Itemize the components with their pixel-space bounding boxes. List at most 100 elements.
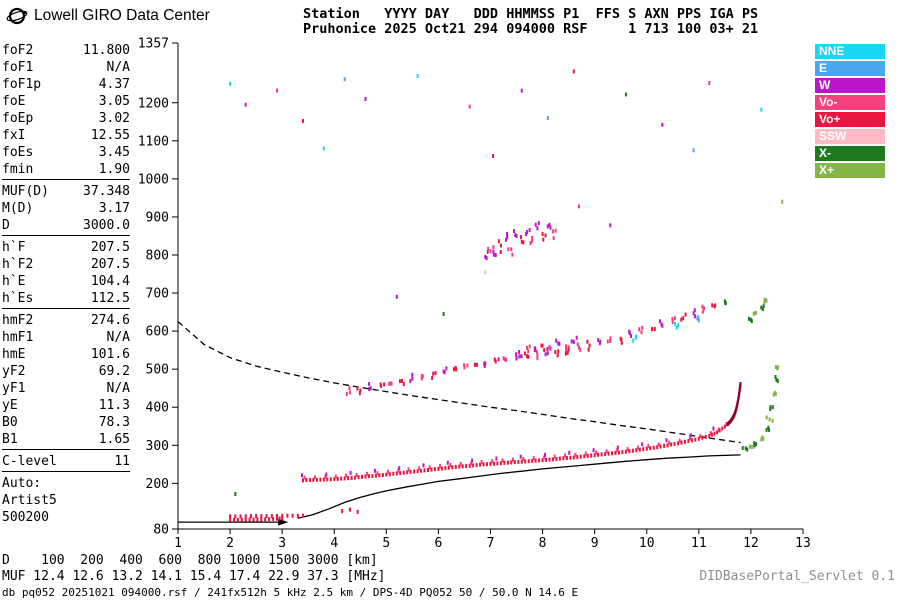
status-line: db pq052 20251021 094000.rsf / 241fx512h… <box>2 586 579 599</box>
legend-item-nne: NNE <box>815 44 885 59</box>
parameter-panel: foF2 11.800 foF1 N/A foF1p 4.37 foE 3.05 foEp 3.0… <box>2 42 130 526</box>
param-value: 78.3 <box>98 415 130 430</box>
param-value: 11.3 <box>98 398 130 413</box>
param-label: foF2 <box>2 43 34 58</box>
param-yf2: yF2 69.2 <box>2 363 130 380</box>
svg-text:400: 400 <box>146 401 169 416</box>
svg-text:10: 10 <box>639 536 655 551</box>
param-value: 3.02 <box>98 111 130 126</box>
param-fmin: fmin 1.90 <box>2 161 130 178</box>
legend-item-e: E <box>815 61 885 76</box>
parameter-group: C-level 11 <box>2 453 130 472</box>
param-value: 1.90 <box>98 162 130 177</box>
param-hes: h`Es 112.5 <box>2 290 130 307</box>
param-label: C-level <box>2 454 57 469</box>
param-value: 37.348 <box>83 184 130 199</box>
svg-text:7: 7 <box>487 536 495 551</box>
svg-text:80: 80 <box>153 523 169 538</box>
legend-item-vo: Vo- <box>815 95 885 110</box>
legend-item-vo: Vo+ <box>815 112 885 127</box>
autoscaler-info: Artist5 <box>2 493 57 508</box>
svg-text:11: 11 <box>691 536 707 551</box>
param-label: foEp <box>2 111 34 126</box>
param-value: 101.6 <box>90 347 130 362</box>
param-fof1p: foF1p 4.37 <box>2 76 130 93</box>
param-value: 1.65 <box>98 432 130 447</box>
param-clevel: C-level 11 <box>2 453 130 470</box>
svg-text:700: 700 <box>146 287 169 302</box>
svg-text:12: 12 <box>743 536 759 551</box>
station-header: Station YYYY DAY DDD HHMMSS P1 FFS S AXN… <box>303 7 758 36</box>
svg-text:300: 300 <box>146 439 169 454</box>
svg-text:6: 6 <box>435 536 443 551</box>
parameter-group: MUF(D) 37.348 M(D) 3.17 D 3000.0 <box>2 183 130 236</box>
param-value: 3.17 <box>98 201 130 216</box>
svg-text:500: 500 <box>146 363 169 378</box>
param-label: foF1 <box>2 60 34 75</box>
svg-text:13: 13 <box>795 536 811 551</box>
svg-text:1000: 1000 <box>138 172 169 187</box>
param-fof1: foF1 N/A <box>2 59 130 76</box>
param-label: h`E <box>2 274 26 289</box>
svg-text:4: 4 <box>330 536 338 551</box>
servlet-watermark: DIDBasePortal_Servlet 0.1 <box>699 569 895 584</box>
svg-text:1100: 1100 <box>138 134 169 149</box>
param-value: 11 <box>114 454 130 469</box>
param-value: N/A <box>106 381 130 396</box>
param-value: 112.5 <box>90 291 130 306</box>
param-value: N/A <box>106 60 130 75</box>
param-value: 104.4 <box>90 274 130 289</box>
header-values-line: Pruhonice 2025 Oct21 294 094000 RSF 1 71… <box>303 20 759 37</box>
param-value: 3.05 <box>98 94 130 109</box>
param-hf2: h`F2 207.5 <box>2 256 130 273</box>
direction-legend: NNE E W Vo- Vo+ SSW X- X+ <box>815 44 885 180</box>
autoscaler-info: 500200 <box>2 510 49 525</box>
svg-text:600: 600 <box>146 325 169 340</box>
legend-item-ssw: SSW <box>815 129 885 144</box>
param-label: hmE <box>2 347 26 362</box>
svg-text:200: 200 <box>146 477 169 492</box>
svg-text:900: 900 <box>146 210 169 225</box>
param-label: h`F2 <box>2 257 34 272</box>
param-label: D <box>2 218 10 233</box>
svg-text:1200: 1200 <box>138 96 169 111</box>
param-foes: foEs 3.45 <box>2 144 130 161</box>
svg-text:2: 2 <box>226 536 234 551</box>
logo-text: Lowell GIRO Data Center <box>34 7 210 24</box>
param-mufd: MUF(D) 37.348 <box>2 183 130 200</box>
param-hme: hmE 101.6 <box>2 346 130 363</box>
param-hf: h`F 207.5 <box>2 239 130 256</box>
giro-logo-icon <box>6 7 28 25</box>
param-value: 4.37 <box>98 77 130 92</box>
param-he: h`E 104.4 <box>2 273 130 290</box>
param-label: foEs <box>2 145 34 160</box>
param-foep: foEp 3.02 <box>2 110 130 127</box>
param-value: 207.5 <box>90 257 130 272</box>
header-columns-line: Station YYYY DAY DDD HHMMSS P1 FFS S AXN… <box>303 6 759 22</box>
param-label: B0 <box>2 415 18 430</box>
param-ye: yE 11.3 <box>2 397 130 414</box>
giro-logo: Lowell GIRO Data Center <box>6 5 210 27</box>
param-b0: B0 78.3 <box>2 414 130 431</box>
svg-text:3: 3 <box>278 536 286 551</box>
svg-text:5: 5 <box>382 536 390 551</box>
svg-text:9: 9 <box>591 536 599 551</box>
param-value: 3.45 <box>98 145 130 160</box>
svg-text:1: 1 <box>174 536 182 551</box>
param-value: N/A <box>106 330 130 345</box>
param-value: 274.6 <box>90 313 130 328</box>
legend-item-x: X- <box>815 146 885 161</box>
svg-text:1357: 1357 <box>138 37 169 52</box>
param-value: 69.2 <box>98 364 130 379</box>
param-label: M(D) <box>2 201 34 216</box>
param-label: h`Es <box>2 291 34 306</box>
param-b1: B1 1.65 <box>2 431 130 448</box>
svg-text:800: 800 <box>146 248 169 263</box>
param-hmf1: hmF1 N/A <box>2 329 130 346</box>
param-label: B1 <box>2 432 18 447</box>
param-d: D 3000.0 <box>2 217 130 234</box>
param-label: yE <box>2 398 18 413</box>
parameter-group: hmF2 274.6 hmF1 N/A hmE 101.6 yF2 69.2 yF1 N/A yE 1… <box>2 312 130 450</box>
legend-item-x: X+ <box>815 163 885 178</box>
